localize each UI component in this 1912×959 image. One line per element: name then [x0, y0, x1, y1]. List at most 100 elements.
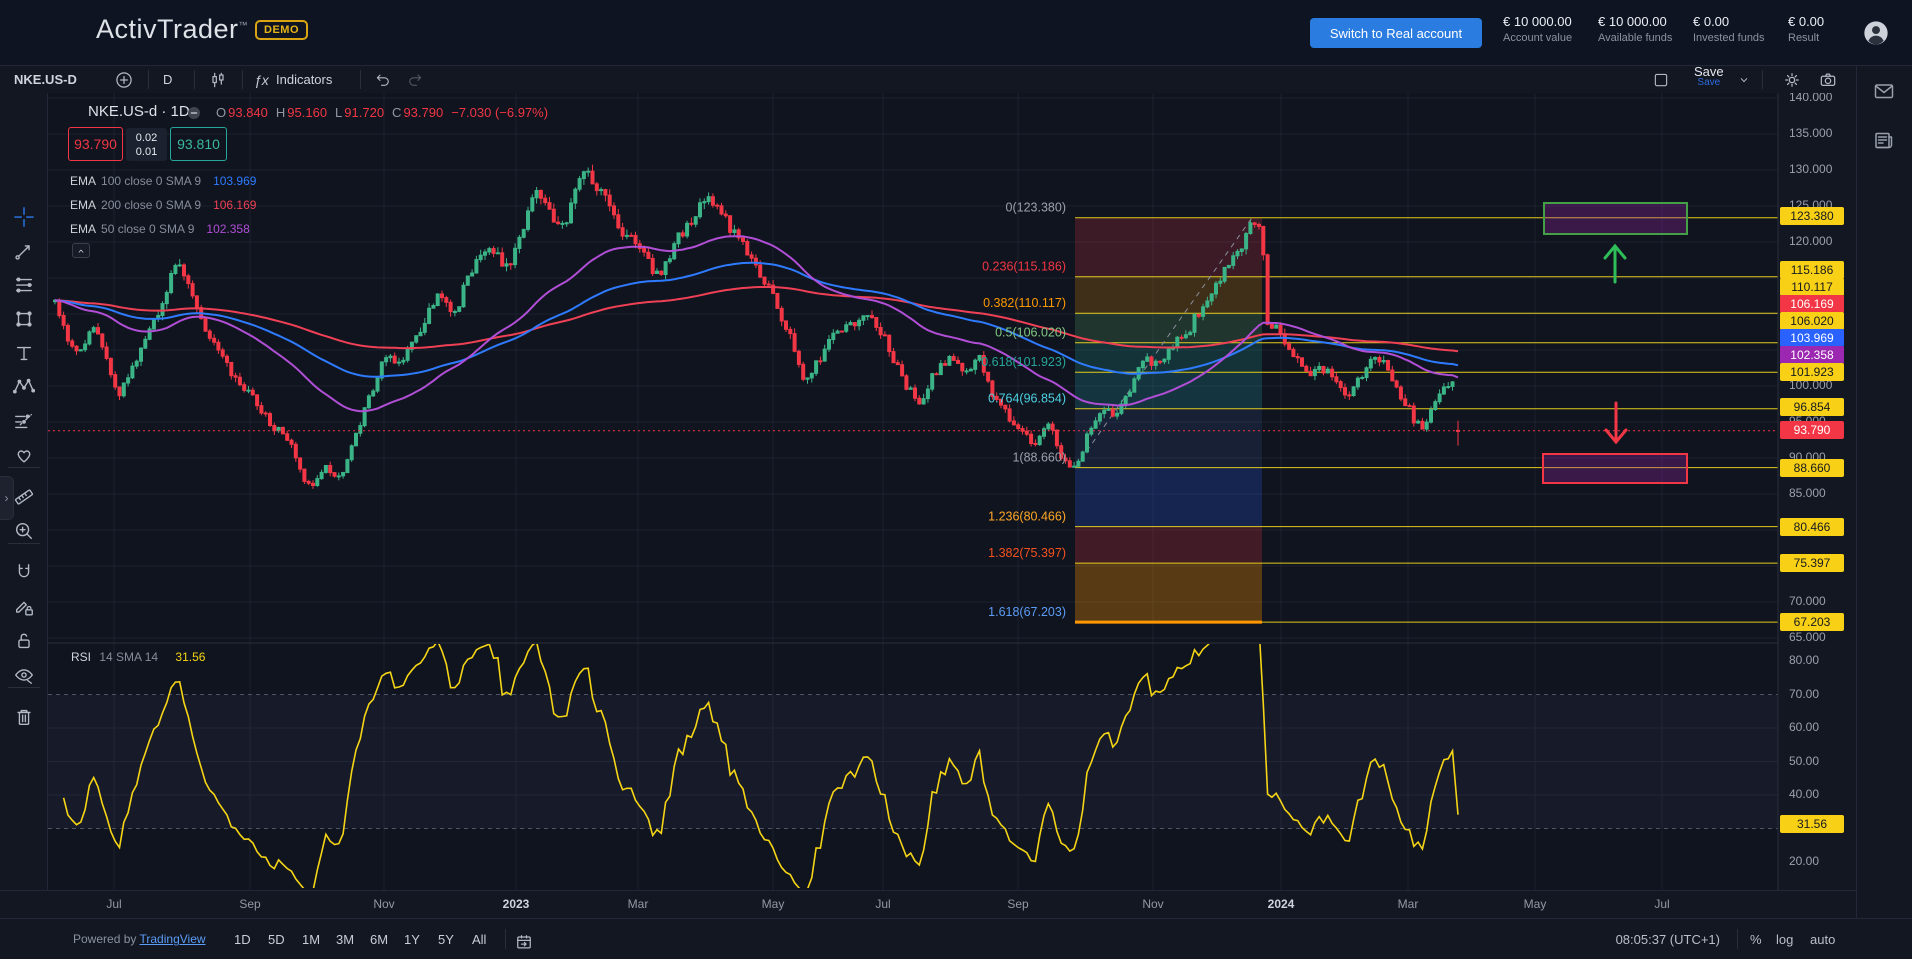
chart-style-icon[interactable]	[208, 66, 228, 93]
fx-icon[interactable]: ƒx	[254, 71, 269, 88]
ohlc-value: 93.840	[228, 105, 268, 120]
price-badge: 93.790	[1780, 421, 1844, 439]
stat-available-funds: € 10 000.00 Available funds	[1598, 14, 1672, 54]
legend-collapse-button[interactable]	[72, 243, 90, 258]
price-tick: 140.000	[1789, 90, 1833, 104]
price-badge: 96.854	[1780, 398, 1844, 416]
spread-bottom: 0.01	[135, 145, 158, 158]
range-All-button[interactable]: All	[466, 928, 492, 950]
price-badge: 106.020	[1780, 312, 1844, 330]
date-tick: Nov	[1142, 897, 1164, 911]
svg-text:0.236(115.186): 0.236(115.186)	[982, 260, 1066, 274]
tool-xabcd-pattern[interactable]	[8, 371, 40, 403]
camera-icon[interactable]	[1818, 66, 1838, 93]
ohlc-readout: O 93.840 H 95.160 L 91.720 C 93.790 −7.030 (−6.9…	[216, 105, 556, 120]
tool-crosshair[interactable]	[8, 201, 40, 233]
gear-icon[interactable]	[1782, 66, 1802, 93]
ohlc-change: −7.030 (−6.97%)	[451, 105, 549, 120]
buy-ask-button[interactable]: 93.810	[170, 127, 227, 161]
range-1Y-button[interactable]: 1Y	[398, 928, 426, 950]
sell-bid-button[interactable]: 93.790	[68, 127, 123, 161]
go-to-date-icon[interactable]	[514, 928, 534, 955]
tool-drawing-lock[interactable]	[8, 591, 40, 623]
demand-zone-box	[1542, 453, 1688, 484]
tool-trend-line[interactable]	[8, 235, 40, 267]
app-logo: ActivTrader™	[96, 14, 249, 44]
date-tick: Jul	[875, 897, 891, 911]
indicator-legend-row[interactable]: EMA 100 close 0 SMA 9 103.969	[70, 174, 257, 188]
svg-text:0(123.380): 0(123.380)	[1006, 201, 1066, 215]
minus-circle-icon[interactable]	[186, 105, 202, 121]
stat-label: Account value	[1503, 32, 1573, 44]
range-1D-button[interactable]: 1D	[228, 928, 257, 950]
rsi-name: RSI	[71, 650, 92, 664]
scale-%-button[interactable]: %	[1746, 928, 1766, 950]
up-arrow	[1603, 243, 1627, 284]
range-1M-button[interactable]: 1M	[296, 928, 326, 950]
date-axis[interactable]: Jul Sep Nov 2023 Mar May Jul Sep Nov 2024 Mar May Ju…	[0, 890, 1912, 918]
price-badge: 67.203	[1780, 613, 1844, 631]
avatar[interactable]	[1862, 19, 1890, 47]
stat-value: € 0.00	[1788, 14, 1825, 29]
redo-icon[interactable]	[406, 66, 424, 93]
price-badge: 80.466	[1780, 518, 1844, 536]
save-button[interactable]: Save Save	[1694, 64, 1724, 88]
scale-auto-button[interactable]: auto	[1806, 928, 1839, 950]
undo-icon[interactable]	[374, 66, 392, 93]
price-tick: 70.000	[1789, 594, 1826, 608]
tradingview-link[interactable]: TradingView	[139, 932, 206, 946]
tool-favorites-heart[interactable]	[8, 439, 40, 471]
switch-to-real-account-button[interactable]: Switch to Real account	[1310, 18, 1482, 48]
expand-toolbar-tab[interactable]: ›	[0, 476, 14, 520]
mail-icon[interactable]	[1872, 79, 1896, 103]
price-badge: 103.969	[1780, 329, 1844, 347]
svg-text:1.618(67.203): 1.618(67.203)	[988, 605, 1066, 619]
range-3M-button[interactable]: 3M	[330, 928, 360, 950]
tool-shapes[interactable]	[8, 303, 40, 335]
rsi-legend: RSI 14 SMA 14 31.56	[71, 650, 205, 664]
date-tick: 2024	[1267, 897, 1295, 911]
news-icon[interactable]	[1872, 128, 1896, 152]
stat-label: Result	[1788, 32, 1820, 44]
stat-value: € 0.00	[1693, 14, 1730, 29]
chevron-down-icon[interactable]	[1736, 66, 1752, 93]
tool-fib-retracement[interactable]	[8, 269, 40, 301]
svg-text:0.764(96.854): 0.764(96.854)	[988, 392, 1066, 406]
tool-magnet[interactable]	[8, 557, 40, 589]
ohlc-value: 93.790	[403, 105, 444, 120]
tool-ruler[interactable]	[8, 481, 40, 513]
panel-checkbox[interactable]	[1652, 66, 1670, 93]
compare-add-icon[interactable]	[114, 66, 134, 93]
interval-button[interactable]: D	[163, 72, 173, 87]
price-tick: 65.000	[1789, 630, 1826, 644]
svg-text:0.618(101.923): 0.618(101.923)	[981, 355, 1066, 369]
tool-hide-all[interactable]	[8, 659, 40, 691]
tool-forecast[interactable]	[8, 405, 40, 437]
save-sub-link[interactable]: Save	[1697, 77, 1721, 88]
date-tick: Mar	[1397, 897, 1419, 911]
ema-100-line	[54, 261, 1459, 378]
tool-remove-all[interactable]	[8, 701, 40, 733]
rsi-tick: 60.00	[1789, 720, 1820, 734]
tool-text-tool[interactable]	[8, 337, 40, 369]
range-5Y-button[interactable]: 5Y	[432, 928, 460, 950]
chart-legend-title[interactable]: NKE.US-d · 1D	[88, 103, 190, 120]
indicators-button[interactable]: Indicators	[276, 72, 333, 87]
tool-lock-all[interactable]	[8, 625, 40, 657]
range-6M-button[interactable]: 6M	[364, 928, 394, 950]
range-5D-button[interactable]: 5D	[262, 928, 291, 950]
scale-log-button[interactable]: log	[1772, 928, 1797, 950]
indicator-legend-row[interactable]: EMA 200 close 0 SMA 9 106.169	[70, 198, 257, 212]
rsi-band	[48, 694, 1778, 829]
price-tick: 135.000	[1789, 126, 1833, 140]
ohlc-key: C	[392, 105, 402, 120]
tool-zoom-in[interactable]	[8, 515, 40, 547]
rsi-tick: 40.00	[1789, 787, 1820, 801]
indicator-legend-row[interactable]: EMA 50 close 0 SMA 9 102.358	[70, 222, 250, 236]
price-axis[interactable]: 140.000135.000130.000125.000120.000115.0…	[1779, 66, 1856, 918]
symbol-button[interactable]: NKE.US-D	[14, 72, 77, 87]
clock-display[interactable]: 08:05:37 (UTC+1)	[1615, 932, 1720, 947]
